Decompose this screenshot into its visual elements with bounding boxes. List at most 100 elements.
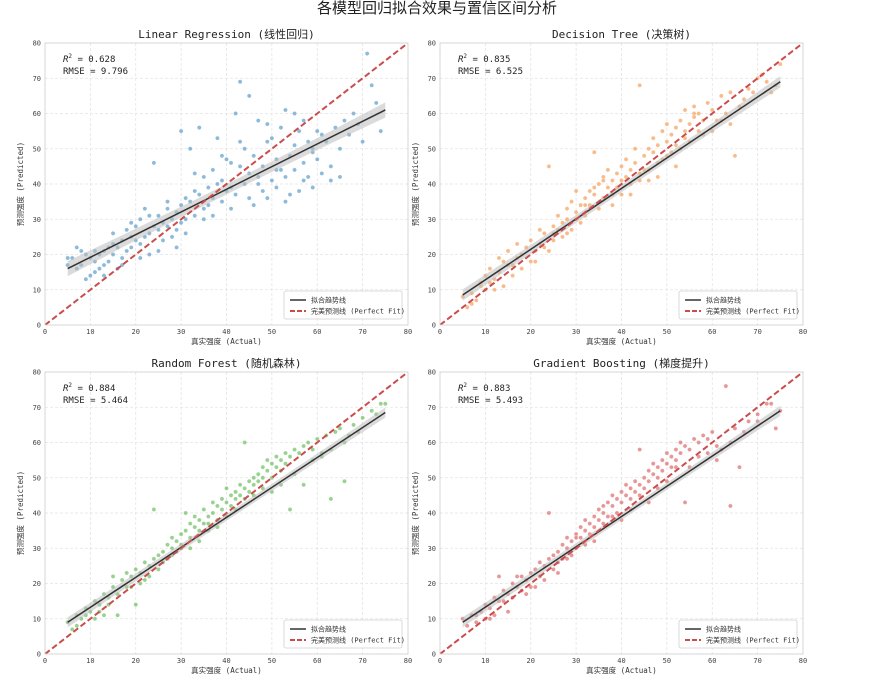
data-point [587,188,592,194]
data-point [124,227,129,233]
data-point [592,192,597,197]
data-point [310,185,315,190]
data-point [746,419,751,424]
data-point [237,79,243,85]
data-point [619,178,624,183]
legend-trend-label: 拟合趋势线 [311,625,346,634]
data-point [641,153,647,159]
y-tick-label: 60 [428,439,436,447]
data-point [215,503,220,509]
data-point [219,153,225,159]
data-point [573,209,579,215]
data-point [156,248,161,254]
x-tick-label: 50 [268,657,276,665]
data-point [183,195,188,201]
data-point [623,482,629,488]
data-point [206,514,211,519]
data-point [605,185,611,190]
data-point [619,489,624,495]
data-point [192,514,197,519]
data-point [187,521,193,526]
panel-decision-tree: 0 10 20 30 40 50 60 70 80 0 10 20 30 40 50 60 70 80 Decisi… [410,27,807,346]
data-point [319,171,325,176]
x-tick-label: 20 [527,328,535,336]
data-point [546,164,552,169]
data-point [283,461,288,466]
data-point [360,139,365,144]
r-squared-label: R2 = 0.835 [458,53,510,65]
data-point [74,245,80,250]
data-point [138,255,143,261]
data-point [101,262,107,268]
data-point [496,574,502,579]
data-point [233,496,238,502]
panel-title: Gradient Boosting (梯度提升) [533,356,709,370]
data-point [169,234,175,240]
data-point [641,475,647,480]
data-point [373,100,379,106]
data-point [533,259,538,264]
plot-content [45,43,408,325]
data-point [510,273,515,278]
data-point [237,482,243,488]
data-point [632,160,638,166]
data-point [651,135,656,141]
data-point [623,493,629,498]
data-point [505,248,511,254]
data-point [342,118,347,123]
data-point [660,128,665,134]
x-tick-label: 60 [313,328,321,336]
data-point [646,146,651,151]
data-point [260,188,266,194]
data-point [596,507,602,512]
data-point [201,521,207,526]
data-point [546,510,552,516]
data-point [310,447,315,452]
legend-box [283,619,403,649]
data-point [237,493,243,498]
data-point [578,202,583,208]
data-point [750,90,756,95]
y-tick-label: 60 [33,110,41,118]
data-point [65,255,70,261]
data-point [655,142,661,148]
y-tick-label: 50 [33,145,41,153]
y-tick-label: 80 [33,369,41,377]
data-point [283,199,288,204]
data-point [569,199,574,204]
data-point [260,475,266,480]
data-point [156,567,161,572]
data-point [474,620,479,625]
figure-title: 各模型回归拟合效果与置信区间分析 [317,0,557,17]
data-point [178,220,184,226]
y-axis-label: 预测强度 (Predicted) [15,142,25,226]
data-point [147,574,152,579]
data-point [669,132,674,137]
data-point [764,401,769,406]
data-point [242,146,247,151]
data-point [619,164,624,169]
data-point [669,464,674,470]
panel-linear-regression: 0 10 20 30 40 50 60 70 80 0 10 20 30 40 50 60 70 80 Linear… [15,27,412,346]
data-point [564,535,570,540]
data-point [296,450,302,456]
y-tick-label: 40 [428,510,436,518]
data-point [646,479,651,484]
data-point [560,542,565,547]
data-point [487,616,493,622]
data-point [314,157,320,162]
data-point [496,255,502,261]
trend-line [67,109,386,270]
y-axis-label: 预测强度 (Predicted) [410,142,420,226]
r-squared-label: R2 = 0.628 [63,53,115,65]
data-point [292,447,297,452]
data-point [147,213,152,218]
data-point [219,178,225,183]
x-tick-label: 30 [572,657,580,665]
trend-line [462,410,781,623]
data-point [206,185,211,190]
data-point [732,426,738,431]
data-point [569,227,574,233]
data-point [601,178,606,183]
data-point [660,468,665,473]
